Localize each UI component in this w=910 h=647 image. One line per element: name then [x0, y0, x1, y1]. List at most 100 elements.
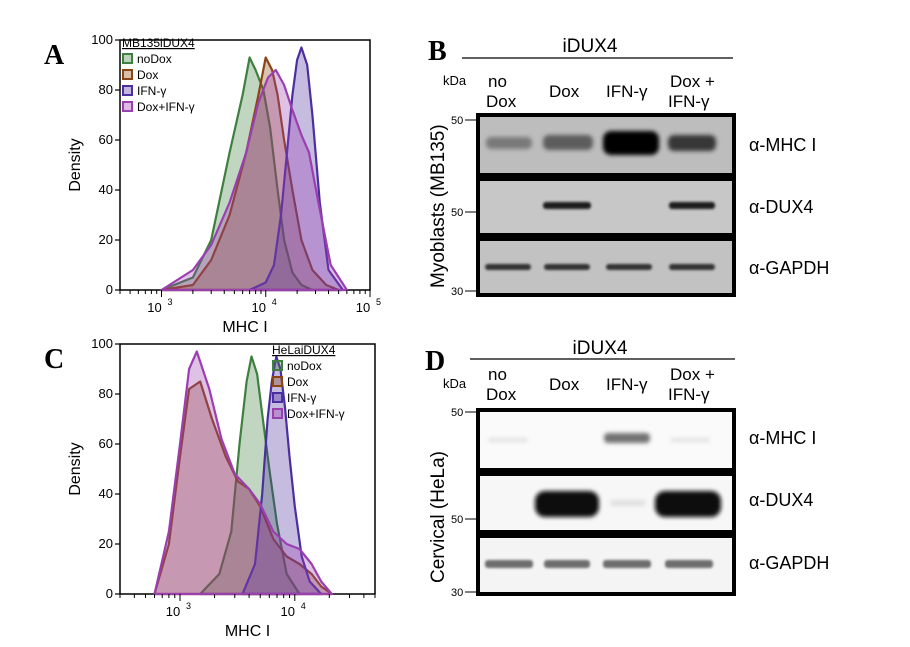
y-tick-label-a-0: 0	[106, 282, 113, 297]
marker-b-3: 30	[451, 286, 463, 298]
y-tick-label-c-3: 60	[99, 436, 113, 451]
panel-a: A 0 20 40 60 80 100 10 3 10 4 10 5 MHC I Density MB135…	[44, 32, 381, 336]
x-tick-exp-a-1: 4	[272, 297, 277, 307]
panel-letter-c: C	[44, 344, 64, 375]
kda-label-b: kDa	[443, 73, 467, 88]
x-axis-label-a: MHC I	[222, 319, 267, 336]
y-tick-label-a-4: 80	[99, 82, 113, 97]
marker-d-2: 50	[451, 514, 463, 526]
band-d-gapdh-lane4	[665, 560, 713, 568]
group-label-b: iDUX4	[563, 36, 618, 57]
y-tick-label-c-1: 20	[99, 536, 113, 551]
legend-swatch-c-1	[272, 376, 283, 387]
panel-d: D iDUX4 kDa no Dox Dox IFN-γ Dox + IFN-γ…	[425, 338, 829, 599]
legend-swatch-a-1	[122, 69, 133, 80]
legend-swatch-c-3	[272, 408, 283, 419]
antibody-label-d-gapdh: α-GAPDH	[749, 553, 829, 573]
x-tick-label-a-1: 10	[252, 300, 266, 315]
marker-b-2: 50	[451, 207, 463, 219]
x-axis-label-c: MHC I	[225, 623, 270, 640]
legend-label-a-0: noDox	[137, 52, 172, 66]
band-b-mhc-lane1	[486, 137, 532, 149]
group-label-d: iDUX4	[573, 338, 628, 359]
lane-label-d-1b: Dox	[486, 385, 517, 404]
antibody-label-b-mhc: α-MHC I	[749, 135, 816, 155]
y-tick-label-c-2: 40	[99, 486, 113, 501]
x-tick-exp-a-2: 5	[376, 297, 381, 307]
marker-d-1: 50	[451, 407, 463, 419]
band-b-gapdh-lane3	[606, 264, 652, 270]
chart-c: 0 20 40 60 80 100 10 3 10 4 MHC I Density HeLaiDUX4 n…	[67, 336, 376, 640]
y-tick-label-a-1: 20	[99, 232, 113, 247]
legend-title-a: MB135iDUX4	[122, 36, 195, 50]
legend-label-c-3: Dox+IFN-γ	[287, 407, 345, 421]
panel-b: B iDUX4 kDa no Dox Dox IFN-γ Dox + IFN-γ	[428, 36, 829, 298]
y-tick-label-a-5: 100	[91, 32, 113, 47]
panel-letter-a: A	[44, 40, 65, 71]
antibody-label-b-gapdh: α-GAPDH	[749, 258, 829, 278]
lane-label-b-4a: Dox +	[670, 72, 715, 91]
band-d-dux4-lane2	[535, 491, 599, 517]
series-c-3	[153, 350, 333, 596]
legend-title-c: HeLaiDUX4	[272, 343, 336, 357]
legend-label-a-1: Dox	[137, 68, 158, 82]
series-c-0	[199, 355, 301, 596]
band-b-mhc-lane4	[668, 135, 716, 151]
lane-label-b-2: Dox	[549, 82, 580, 101]
x-tick-label-a-0: 10	[147, 300, 161, 315]
band-d-gapdh-lane1	[485, 560, 533, 568]
antibody-label-b-dux4: α-DUX4	[749, 197, 813, 217]
lane-label-b-1b: Dox	[486, 92, 517, 111]
y-tick-label-c-4: 80	[99, 386, 113, 401]
band-b-dux4-lane4	[669, 202, 715, 209]
legend-swatch-a-2	[122, 85, 133, 96]
y-tick-label-c-5: 100	[91, 336, 113, 351]
band-d-gapdh-lane2	[544, 560, 590, 568]
band-b-mhc-lane3	[603, 131, 659, 155]
y-tick-label-a-3: 60	[99, 132, 113, 147]
panel-letter-b: B	[428, 36, 447, 67]
series-c-2	[241, 355, 323, 596]
side-label-d: Cervical (HeLa)	[428, 451, 449, 583]
marker-d-3: 30	[451, 587, 463, 599]
y-tick-label-c-0: 0	[106, 586, 113, 601]
x-tick-label-a-2: 10	[356, 300, 370, 315]
y-tick-label-a-2: 40	[99, 182, 113, 197]
lane-label-d-3: IFN-γ	[606, 375, 648, 394]
legend-swatch-a-0	[122, 53, 133, 64]
lane-label-d-2: Dox	[549, 375, 580, 394]
legend-swatch-c-0	[272, 360, 283, 371]
antibody-label-d-dux4: α-DUX4	[749, 490, 813, 510]
legend-label-c-1: Dox	[287, 375, 308, 389]
series-a-1	[160, 56, 340, 292]
band-b-gapdh-lane4	[669, 264, 715, 270]
lane-label-b-1a: no	[488, 72, 507, 91]
x-tick-exp-c-0: 3	[186, 601, 191, 611]
band-d-mhc-lane3	[604, 433, 650, 443]
band-d-gapdh-lane3	[603, 560, 651, 568]
lane-label-d-1a: no	[488, 365, 507, 384]
band-d-dux4-lane3	[610, 500, 646, 506]
series-a-2	[248, 46, 344, 292]
panel-c: C 0 20 40 60 80 100 10 3 10 4 MHC I Density HeLaiDUX…	[44, 336, 376, 640]
legend-label-a-3: Dox+IFN-γ	[137, 100, 195, 114]
band-d-dux4-lane4	[655, 491, 721, 517]
lane-label-d-4a: Dox +	[670, 365, 715, 384]
legend-swatch-a-3	[122, 101, 133, 112]
lane-label-b-4b: IFN-γ	[668, 92, 710, 111]
y-axis-label-c: Density	[67, 442, 84, 495]
x-tick-exp-c-1: 4	[301, 601, 306, 611]
band-b-dux4-lane2	[543, 202, 591, 209]
kda-label-d: kDa	[443, 376, 467, 391]
band-d-mhc-lane1	[488, 438, 528, 442]
legend-label-c-0: noDox	[287, 359, 322, 373]
x-tick-exp-a-0: 3	[167, 297, 172, 307]
series-a-3	[160, 68, 348, 292]
y-axis-label-a: Density	[67, 138, 84, 191]
antibody-label-d-mhc: α-MHC I	[749, 428, 816, 448]
lane-label-b-3: IFN-γ	[606, 82, 648, 101]
band-b-gapdh-lane2	[544, 264, 590, 270]
legend-swatch-c-2	[272, 392, 283, 403]
x-tick-label-c-0: 10	[166, 604, 180, 619]
